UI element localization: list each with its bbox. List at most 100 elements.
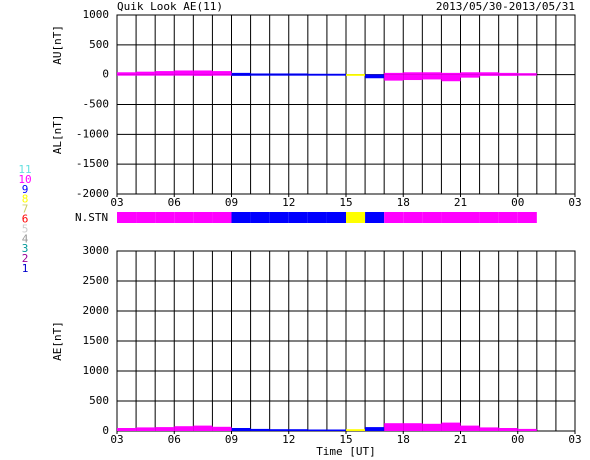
bar xyxy=(231,72,251,75)
bar xyxy=(117,72,137,75)
x-tick-label: 21 xyxy=(454,196,467,209)
bar xyxy=(479,74,499,76)
nstn-segment xyxy=(479,212,499,223)
x-tick-label: 00 xyxy=(511,196,524,209)
bar xyxy=(479,427,499,431)
y-tick-label: -500 xyxy=(83,98,110,111)
y-tick-label: 1000 xyxy=(83,364,110,377)
bar xyxy=(441,422,461,431)
bar xyxy=(288,74,308,76)
x-tick-label: 03 xyxy=(568,196,581,209)
bar xyxy=(422,72,442,75)
bar xyxy=(517,428,537,431)
nstn-segment xyxy=(365,212,385,223)
nstn-segment xyxy=(174,212,194,223)
bar xyxy=(326,429,346,431)
nstn-legend-entry: 6 xyxy=(22,213,29,226)
y-axis-label: AL[nT] xyxy=(51,114,64,154)
nstn-segment xyxy=(441,212,461,223)
bar xyxy=(365,74,385,79)
y-axis-label: AE[nT] xyxy=(51,321,64,361)
bar xyxy=(307,429,327,431)
bar xyxy=(498,74,518,76)
bar xyxy=(384,74,404,81)
nstn-segment xyxy=(403,212,423,223)
bar xyxy=(441,74,461,82)
bar xyxy=(193,74,213,76)
bar xyxy=(307,73,327,75)
y-tick-label: 1000 xyxy=(83,8,110,21)
nstn-legend-entry: 8 xyxy=(22,193,29,206)
x-tick-label: 09 xyxy=(225,196,238,209)
x-tick-label: 21 xyxy=(454,433,467,446)
bar xyxy=(136,427,156,431)
nstn-legend-entry: 1 xyxy=(22,262,29,275)
y-tick-label: 500 xyxy=(89,38,109,51)
y-tick-label: -1000 xyxy=(76,127,109,140)
bar xyxy=(174,70,194,75)
nstn-legend-entry: 3 xyxy=(22,242,29,255)
nstn-segment xyxy=(422,212,442,223)
nstn-segment xyxy=(460,212,480,223)
x-tick-label: 18 xyxy=(397,433,410,446)
date-range: 2013/05/30-2013/05/31 xyxy=(436,0,575,13)
bar xyxy=(193,70,213,75)
y-tick-label: 0 xyxy=(102,68,109,81)
bar xyxy=(212,426,232,431)
y-tick-label: 1500 xyxy=(83,334,110,347)
x-tick-label: 12 xyxy=(282,196,295,209)
nstn-segment xyxy=(136,212,156,223)
bar xyxy=(346,74,366,76)
bar xyxy=(231,428,251,431)
bar xyxy=(422,74,442,80)
x-tick-label: 03 xyxy=(568,433,581,446)
nstn-legend-entry: 4 xyxy=(22,232,29,245)
bar xyxy=(250,428,270,431)
bar xyxy=(460,425,480,431)
nstn-segment xyxy=(250,212,270,223)
y-tick-label: -1500 xyxy=(76,157,109,170)
nstn-segment xyxy=(517,212,537,223)
bar xyxy=(498,72,518,75)
nstn-legend-entry: 5 xyxy=(22,222,29,235)
y-tick-label: 500 xyxy=(89,394,109,407)
bar xyxy=(136,74,156,76)
bar xyxy=(155,74,175,76)
bar xyxy=(250,74,270,76)
bar xyxy=(117,74,137,76)
nstn-segment xyxy=(117,212,137,223)
y-tick-label: 3000 xyxy=(83,244,110,257)
bar xyxy=(403,74,423,81)
bar xyxy=(269,429,289,431)
plot-frame xyxy=(116,14,576,195)
bar xyxy=(517,74,537,76)
nstn-segment xyxy=(307,212,327,223)
nstn-segment xyxy=(384,212,404,223)
x-tick-label: 15 xyxy=(339,433,352,446)
bar xyxy=(441,72,461,75)
nstn-legend-entry: 11 xyxy=(18,163,31,176)
x-tick-label: 06 xyxy=(168,433,181,446)
nstn-legend-entry: 9 xyxy=(22,183,29,196)
nstn-legend-entry: 2 xyxy=(22,252,29,265)
bar xyxy=(326,73,346,75)
bar xyxy=(174,74,194,76)
bar xyxy=(460,72,480,75)
bar xyxy=(346,429,366,431)
bar xyxy=(422,423,442,431)
bar xyxy=(460,74,480,78)
bar xyxy=(250,73,270,75)
bar xyxy=(155,71,175,75)
bar xyxy=(136,71,156,75)
bar xyxy=(479,72,499,75)
nstn-segment xyxy=(269,212,289,223)
bar xyxy=(384,72,404,75)
bar xyxy=(174,426,194,431)
nstn-segment xyxy=(346,212,366,223)
bar xyxy=(269,74,289,76)
nstn-segment xyxy=(231,212,251,223)
y-tick-label: -2000 xyxy=(76,187,109,200)
bar xyxy=(307,74,327,76)
nstn-segment xyxy=(288,212,308,223)
